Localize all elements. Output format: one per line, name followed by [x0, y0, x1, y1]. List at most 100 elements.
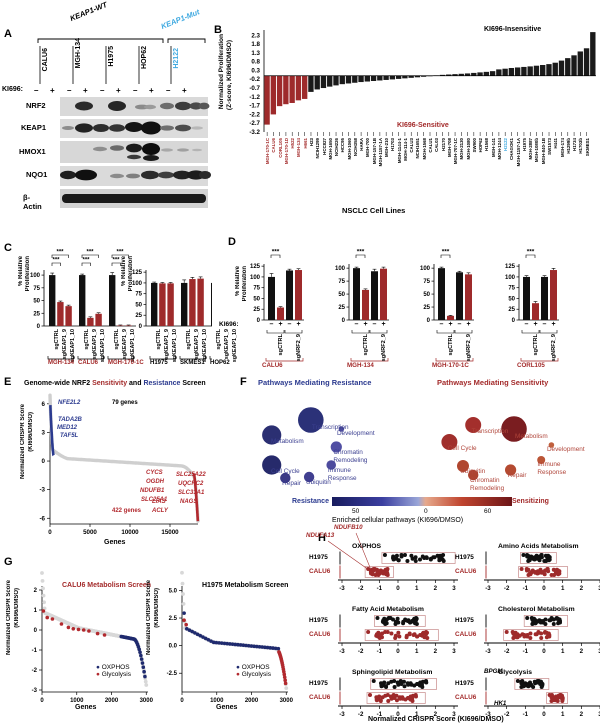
panelB-celline-label: H1703: [390, 138, 396, 151]
legend-glycolysis: Glycolysis: [241, 671, 272, 678]
panelB-celline-label: MGH-157-1B: [371, 138, 377, 165]
svg-text:-2: -2: [504, 648, 510, 655]
svg-text:2: 2: [580, 585, 584, 592]
panelH-row-label: CALU6: [309, 694, 331, 701]
svg-text:2: 2: [434, 648, 438, 655]
svg-text:3: 3: [452, 711, 456, 718]
panelB-celline-label: MGH-707-1C: [453, 138, 459, 165]
panelB-celline-label: MGH-1568: [421, 138, 427, 160]
panel-a: A KEAP1-WT KEAP1-Mut CALU6 MGH-134 H1975…: [0, 0, 212, 218]
panelE-gene-label: CYCS: [146, 470, 163, 476]
svg-text:-0.7: -0.7: [249, 85, 260, 92]
panelB-celline-label: MGH-1080b: [534, 138, 540, 163]
sign: –: [166, 86, 171, 95]
panelF-title-left: Pathways Mediating Resistance: [258, 378, 372, 387]
panelF-bubble-label: Immune Response: [327, 466, 357, 482]
panelB-celline-label: NCIH226: [334, 138, 340, 157]
panelB-celline-label: MGH-170-1D: [283, 138, 289, 165]
svg-text:***: ***: [112, 258, 120, 264]
panelH-row-label: H1975: [455, 617, 474, 624]
panel-c-label: C: [4, 242, 12, 254]
panelD-guide-label: sgCTRL: [362, 334, 369, 356]
panel-c: C % Relative Proliferation % Relative Pr…: [0, 228, 238, 370]
panelG-left-title: CALU6 Metabolism Screen: [62, 582, 152, 589]
svg-text:-3: -3: [32, 688, 38, 694]
panelD-treatment-sign: –: [372, 321, 377, 328]
lane-name: MGH-134: [75, 38, 82, 69]
svg-text:75: 75: [423, 279, 430, 285]
panelC-group-label: MGH-170-1C: [108, 360, 144, 366]
svg-text:100: 100: [30, 273, 41, 279]
panel-b: B Normalized Proliferation (Z-score, KI6…: [212, 18, 600, 218]
sign: +: [50, 86, 55, 95]
panel-e-label: E: [4, 376, 12, 388]
cbar-tick: 50: [352, 508, 360, 515]
svg-text:-2.2: -2.2: [249, 111, 260, 118]
svg-text:-1: -1: [377, 711, 383, 718]
svg-text:25: 25: [33, 311, 40, 317]
panelB-celline-label: CAL03: [434, 138, 440, 152]
panelA-treatment-label: KI696:: [2, 86, 24, 93]
blot-label: KEAP1: [21, 123, 47, 132]
panelE-gene-label: SLC25A22: [176, 472, 206, 478]
svg-text:0: 0: [48, 529, 52, 536]
svg-text:75: 75: [135, 292, 142, 298]
panelD-treatment-sign: –: [439, 321, 444, 328]
panelH-row-label: CALU6: [309, 631, 331, 638]
title-seg: and: [127, 380, 144, 387]
svg-text:3000: 3000: [280, 698, 294, 704]
svg-text:1: 1: [415, 711, 419, 718]
panelF-title-right: Pathways Mediating Sensitivity: [437, 378, 549, 387]
panelB-celline-label: H1568: [484, 138, 490, 151]
panelD-treatment-sign: +: [466, 321, 471, 328]
panelD-treatment-sign: +: [296, 321, 301, 328]
svg-text:0: 0: [42, 458, 46, 465]
panelH-row-label: H1975: [309, 617, 328, 624]
svg-text:1.3: 1.3: [251, 50, 260, 57]
panelD-treatment-sign: –: [457, 321, 462, 328]
panelB-celline-label: H441: [553, 138, 559, 149]
panel-g-label: G: [4, 556, 13, 568]
svg-text:25: 25: [253, 307, 260, 313]
panelG-left-xlabel: Genes: [75, 704, 97, 711]
panelF-bubble-label: Cell Cycle: [447, 444, 477, 452]
svg-text:2000: 2000: [105, 698, 119, 704]
cbar-tick: 0: [424, 508, 428, 515]
panelB-celline-label: MGH-700: [365, 138, 371, 158]
svg-text:125: 125: [132, 270, 143, 276]
panelB-celline-label: H522: [290, 138, 296, 149]
panelH-subplot-title: Fatty Acid Metabolism: [352, 606, 424, 613]
svg-text:2: 2: [434, 711, 438, 718]
svg-text:2.5: 2.5: [169, 616, 178, 622]
panelC-group-label: SKMES1: [180, 360, 205, 366]
panelF-bubble-label: Ubiquitin: [305, 478, 331, 486]
panelD-guide-label: sgNRF2_9: [550, 334, 557, 362]
svg-text:-2.7: -2.7: [249, 120, 260, 127]
svg-text:-1: -1: [523, 648, 529, 655]
panelD-guide-label: sgNRF2_9: [380, 334, 387, 362]
panelB-celline-label: H661: [302, 138, 308, 149]
panelE-gene-label: TADA2B: [58, 417, 82, 423]
svg-text:-1.7: -1.7: [249, 103, 260, 110]
panelD-treatment-sign: +: [381, 321, 386, 328]
svg-text:0: 0: [257, 318, 261, 324]
svg-text:1: 1: [415, 648, 419, 655]
sign: –: [100, 86, 105, 95]
svg-text:1: 1: [415, 585, 419, 592]
svg-text:***: ***: [357, 249, 365, 256]
panelD-treatment-sign: +: [551, 321, 556, 328]
svg-text:2: 2: [580, 711, 584, 718]
panelB-celline-label: NCIH1651: [415, 138, 421, 159]
panelB-celline-label: MGH-174: [559, 138, 565, 158]
svg-text:3: 3: [598, 648, 600, 655]
svg-text:2000: 2000: [245, 698, 259, 704]
svg-text:50: 50: [33, 299, 40, 305]
svg-text:-3: -3: [39, 487, 45, 494]
svg-text:0.8: 0.8: [251, 59, 260, 66]
svg-text:1: 1: [561, 711, 565, 718]
panelB-celline-label: SW1573: [547, 138, 553, 155]
svg-text:0: 0: [396, 585, 400, 592]
panelB-celline-label: HCC95: [340, 138, 346, 153]
panelH-xlabel: Normalized CRISPR Score (KI696/DMSO): [368, 716, 504, 723]
svg-text:50: 50: [338, 292, 345, 298]
